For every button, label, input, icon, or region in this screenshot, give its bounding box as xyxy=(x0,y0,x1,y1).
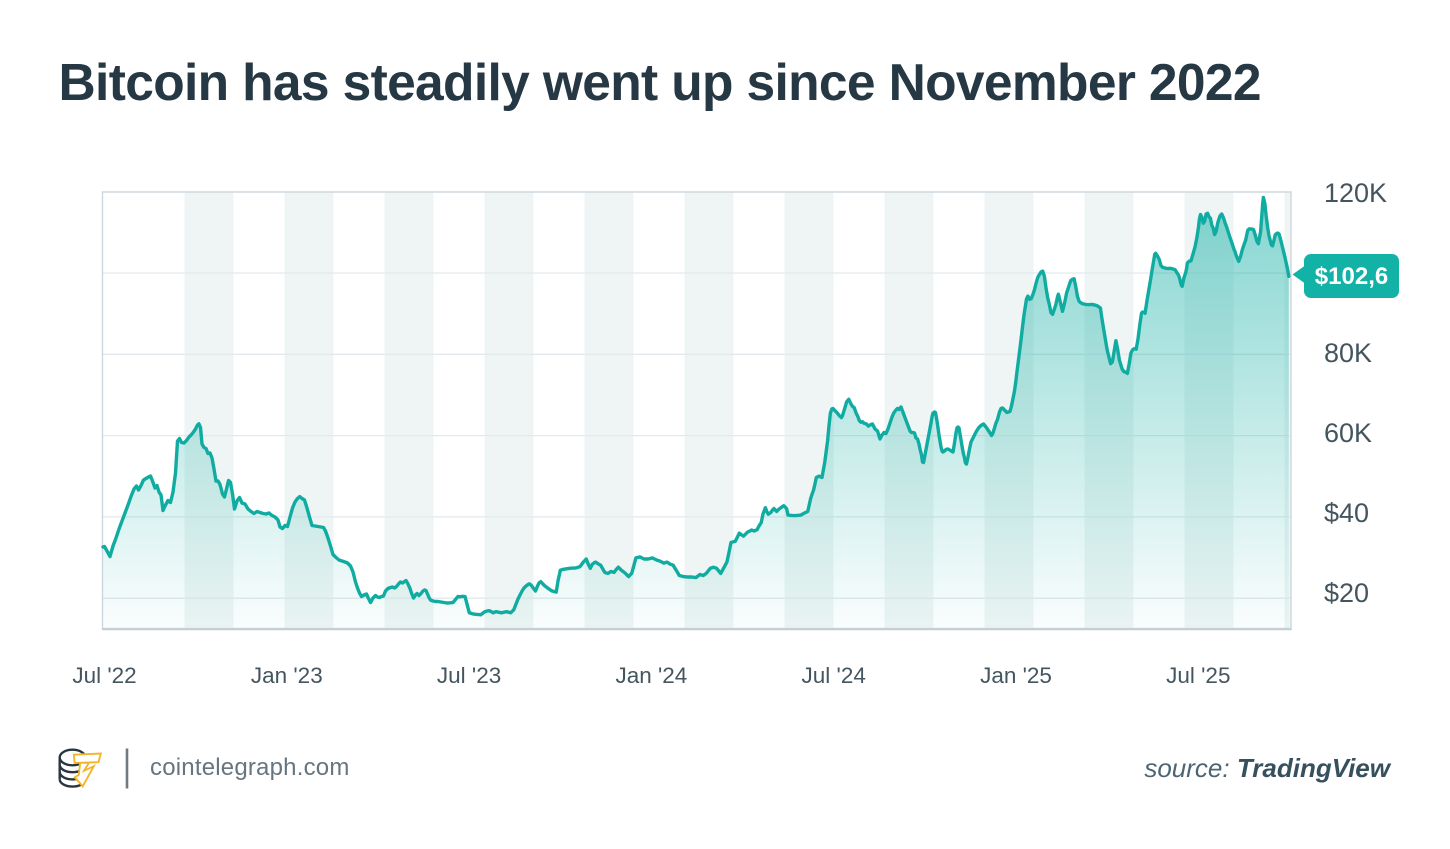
svg-text:$102,6: $102,6 xyxy=(1315,263,1388,290)
